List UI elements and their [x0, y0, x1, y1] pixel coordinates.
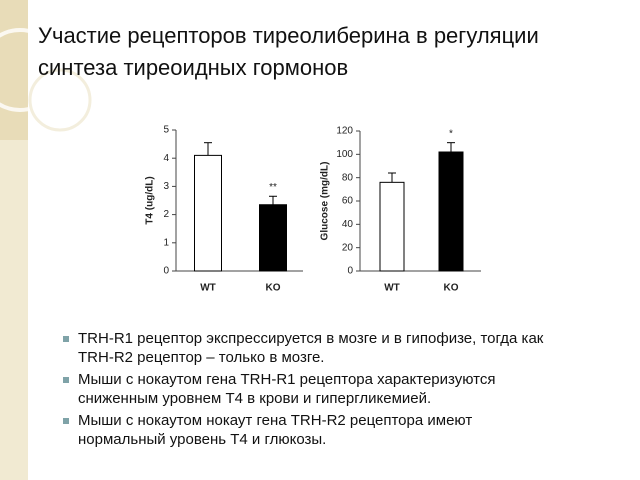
bullet-text: Мыши с нокаутом нокаут гена TRH-R2 рецеп…: [78, 412, 472, 429]
title-line: синтеза тиреоидных гормонов: [38, 55, 348, 80]
y-tick-label: 0: [347, 266, 353, 277]
decor-circle: [28, 68, 92, 132]
y-tick-label: 2: [163, 209, 169, 220]
significance: *: [449, 128, 453, 139]
bar: [379, 181, 405, 272]
bullet-marker: [63, 336, 69, 342]
bullet-marker: [63, 377, 69, 383]
y-tick-label: 5: [163, 125, 169, 136]
bullet-text: Мыши с нокаутом гена TRH-R1 рецептора ха…: [78, 371, 495, 388]
y-tick-label: 4: [163, 153, 169, 164]
y-tick-label: 40: [342, 219, 354, 230]
y-axis-label: Glucose (mg/dL): [320, 162, 331, 241]
y-tick-label: 20: [342, 242, 354, 253]
y-tick-label: 1: [163, 237, 169, 248]
title-line: Участие рецепторов тиреолиберина в регул…: [38, 23, 539, 48]
y-tick-label: 3: [163, 181, 169, 192]
bullet-marker: [63, 418, 69, 424]
y-tick-label: 60: [342, 196, 354, 207]
bar: [194, 154, 222, 272]
x-tick-label: WT: [200, 283, 216, 294]
x-tick-label: KO: [266, 283, 281, 294]
bullet-text: нормальный уровень Т4 и глюкозы.: [78, 431, 326, 448]
bullet-text: TRH-R2 рецептор – только в мозге.: [78, 349, 324, 366]
y-tick-label: 100: [336, 149, 353, 160]
y-tick-label: 120: [336, 126, 353, 137]
bar: [438, 151, 464, 272]
y-tick-label: 80: [342, 172, 354, 183]
y-axis-label: T4 (ug/dL): [145, 176, 156, 224]
significance: **: [269, 182, 277, 193]
x-tick-label: KO: [444, 283, 459, 294]
side-band-top: [0, 0, 28, 140]
bar: [259, 204, 287, 272]
bullet-text: TRH-R1 рецептор экспрессируется в мозге …: [78, 330, 544, 347]
bullet-text: сниженным уровнем Т4 в крови и гиперглик…: [78, 390, 431, 407]
y-tick-label: 0: [163, 266, 169, 277]
x-tick-label: WT: [384, 283, 400, 294]
